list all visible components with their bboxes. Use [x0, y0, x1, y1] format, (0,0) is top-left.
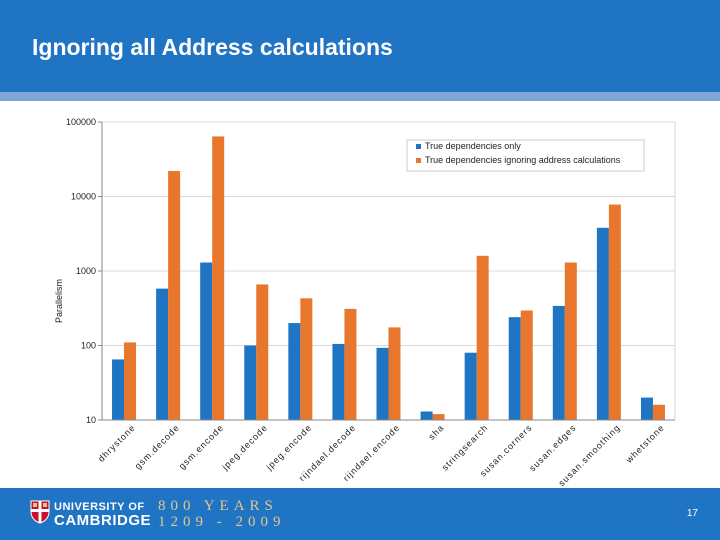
header-stripe: [0, 92, 720, 101]
bar-true-dependencies: [640, 397, 653, 420]
bar-ignoring-address: [476, 255, 489, 420]
legend-label: True dependencies only: [425, 141, 521, 151]
y-tick-label: 100000: [66, 117, 96, 127]
bar-ignoring-address: [520, 310, 533, 420]
x-tick-label: jpeg.encode: [264, 422, 314, 472]
x-tick-label: jpeg.decode: [219, 422, 269, 472]
page-number: 17: [686, 508, 698, 519]
legend-box: [406, 139, 645, 172]
y-tick-label: 1000: [76, 266, 96, 276]
anniversary-text: 800 YEARS 1209 - 2009: [158, 498, 286, 530]
x-tick-label: sha: [427, 422, 446, 441]
bar-ignoring-address: [608, 204, 621, 420]
y-tick-label: 100: [81, 341, 96, 351]
y-axis-label: Parallelism: [54, 279, 64, 323]
bar-ignoring-address: [652, 404, 665, 420]
y-tick-label: 10: [86, 415, 96, 425]
legend-swatch: [416, 144, 421, 149]
bar-ignoring-address: [564, 262, 577, 420]
bar-true-dependencies: [376, 347, 389, 420]
bar-ignoring-address: [388, 327, 401, 420]
bar-true-dependencies: [200, 262, 213, 420]
footer-bar: [0, 488, 720, 540]
bar-true-dependencies: [112, 359, 125, 420]
bar-true-dependencies: [244, 345, 257, 420]
university-crest-icon: [30, 500, 50, 524]
x-tick-label: whetstone: [623, 422, 666, 465]
bar-ignoring-address: [300, 298, 313, 420]
anniversary-line-1: 800 YEARS: [158, 498, 278, 514]
x-tick-label: stringsearch: [440, 422, 490, 472]
bar-true-dependencies: [508, 317, 521, 420]
x-tick-label: dhrystone: [96, 422, 137, 463]
bar-ignoring-address: [212, 136, 225, 421]
bar-true-dependencies: [420, 411, 433, 420]
bar-true-dependencies: [596, 227, 609, 420]
bar-true-dependencies: [464, 352, 477, 420]
bar-ignoring-address: [168, 170, 181, 420]
header-bar: [0, 0, 720, 92]
university-line-2: CAMBRIDGE: [54, 512, 151, 529]
bar-chart: 10 100 1000 10000 100000 Parallelism dhrystone…: [54, 117, 676, 488]
bar-true-dependencies: [288, 323, 301, 420]
bar-ignoring-address: [124, 342, 137, 420]
bar-true-dependencies: [332, 343, 345, 420]
x-tick-label: gsm.encode: [177, 422, 226, 471]
legend-swatch: [416, 158, 421, 163]
bar-ignoring-address: [344, 308, 357, 420]
slide-title: Ignoring all Address calculations: [32, 34, 393, 60]
bar-true-dependencies: [156, 288, 169, 420]
x-tick-label: gsm.decode: [133, 422, 182, 471]
university-name: UNIVERSITY OF CAMBRIDGE: [54, 500, 151, 528]
bar-ignoring-address: [432, 414, 445, 420]
anniversary-line-2: 1209 - 2009: [158, 514, 286, 530]
bar-true-dependencies: [552, 305, 565, 420]
university-line-1: UNIVERSITY OF: [54, 501, 145, 513]
bar-ignoring-address: [256, 284, 269, 420]
y-tick-label: 10000: [71, 192, 96, 202]
legend-label: True dependencies ignoring address calcu…: [425, 155, 621, 165]
